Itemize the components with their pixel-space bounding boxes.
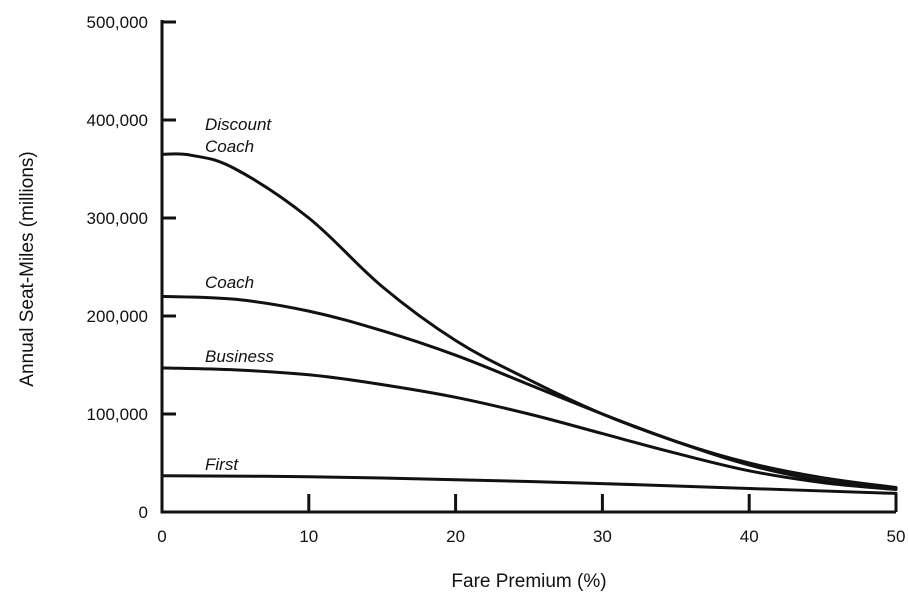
y-tick-label: 100,000 bbox=[87, 405, 148, 424]
series-label-discount-coach: Discount bbox=[205, 115, 272, 134]
y-tick-label: 0 bbox=[139, 503, 148, 522]
series-label-discount-coach: Coach bbox=[205, 137, 254, 156]
x-tick-label: 30 bbox=[593, 527, 612, 546]
series-line-discount-coach bbox=[160, 152, 898, 489]
series-label-business: Business bbox=[205, 347, 274, 366]
y-axis-title: Annual Seat-Miles (millions) bbox=[17, 151, 38, 386]
x-tick-label: 20 bbox=[446, 527, 465, 546]
x-tick-label: 0 bbox=[157, 527, 166, 546]
x-ticks: 0 10 20 30 40 50 bbox=[157, 494, 905, 546]
series-line-business bbox=[160, 366, 898, 491]
series-labels: Discount Coach Coach Business First bbox=[205, 115, 274, 474]
y-tick-label: 200,000 bbox=[87, 307, 148, 326]
x-tick-label: 40 bbox=[740, 527, 759, 546]
y-tick-label: 400,000 bbox=[87, 111, 148, 130]
series-label-coach: Coach bbox=[205, 273, 254, 292]
series-line-coach bbox=[160, 294, 898, 490]
series-line-first bbox=[160, 474, 898, 495]
y-tick-label: 300,000 bbox=[87, 209, 148, 228]
y-tick-label: 500,000 bbox=[87, 13, 148, 32]
series-label-first: First bbox=[205, 455, 239, 474]
series-lines bbox=[160, 152, 898, 495]
x-tick-label: 50 bbox=[887, 527, 906, 546]
y-ticks: 0 100,000 200,000 300,000 400,000 500,000 bbox=[87, 13, 176, 522]
x-tick-label: 10 bbox=[299, 527, 318, 546]
x-axis-title: Fare Premium (%) bbox=[451, 571, 606, 592]
axes bbox=[160, 20, 896, 514]
